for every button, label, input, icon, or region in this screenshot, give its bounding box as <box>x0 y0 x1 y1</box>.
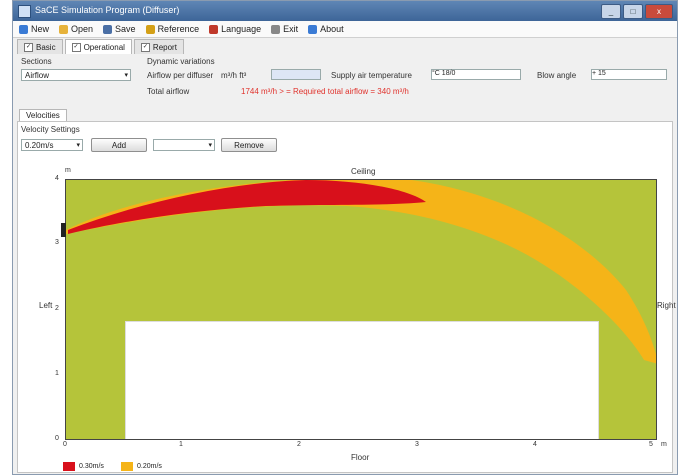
main-tabs: ✓ Basic ✓ Operational ✓ Report <box>13 39 677 54</box>
sections-label: Sections <box>21 57 52 66</box>
chevron-down-icon: ▾ <box>208 142 212 149</box>
app-window: SaCE Simulation Program (Diffuser) _ □ x… <box>12 0 678 475</box>
velocity-select-value: 0.20m/s <box>25 140 54 150</box>
legend-label: 0.20m/s <box>137 463 162 470</box>
menu-reference-label: Reference <box>157 24 200 34</box>
room-plot <box>65 179 657 440</box>
legend-item: 0.20m/s <box>121 462 162 471</box>
y-tick: 1 <box>55 370 59 377</box>
legend-item: 0.30m/s <box>63 462 104 471</box>
blow-angle-input[interactable]: + 15 <box>591 69 667 80</box>
tab-report-label: Report <box>152 42 177 52</box>
total-airflow-label: Total airflow <box>147 87 190 96</box>
velocity-zone-inner <box>68 180 426 234</box>
legend-swatch <box>63 462 75 471</box>
about-icon <box>308 24 318 34</box>
right-wall-label: Right <box>657 301 676 310</box>
airflow-curves <box>66 180 656 364</box>
chevron-down-icon: ▾ <box>124 72 128 79</box>
menu-about[interactable]: About <box>308 24 344 34</box>
x-tick: 5 <box>649 441 653 448</box>
close-button[interactable]: x <box>645 4 673 19</box>
menu-exit-label: Exit <box>283 24 299 34</box>
y-tick: 3 <box>55 239 59 246</box>
save-icon <box>103 24 113 34</box>
dynamic-variations-label: Dynamic variations <box>147 57 215 66</box>
x-unit-label: m <box>661 441 667 448</box>
menu-bar: New Open Save Reference Language Exit Ab… <box>13 21 677 38</box>
supply-temp-value: °C 18/0 <box>432 70 456 77</box>
menu-new[interactable]: New <box>19 24 49 34</box>
x-tick: 3 <box>415 441 419 448</box>
floor-label: Floor <box>351 453 370 462</box>
maximize-button[interactable]: □ <box>623 4 643 19</box>
tab-report[interactable]: ✓ Report <box>133 39 184 54</box>
language-flag-icon <box>209 24 219 34</box>
tab-velocities[interactable]: Velocities <box>19 109 67 121</box>
total-airflow-text: 1744 m³/h > = Required total airflow = 3… <box>241 87 409 96</box>
velocity-settings-label: Velocity Settings <box>21 125 80 134</box>
y-tick: 0 <box>55 435 59 442</box>
check-icon: ✓ <box>24 42 33 52</box>
tab-basic-label: Basic <box>36 42 56 52</box>
ceiling-label: Ceiling <box>351 167 376 176</box>
open-folder-icon <box>59 24 69 34</box>
x-tick: 4 <box>533 441 537 448</box>
exit-icon <box>271 24 281 34</box>
app-icon <box>18 5 31 18</box>
legend-label: 0.30m/s <box>79 463 104 470</box>
menu-new-label: New <box>31 24 50 34</box>
x-tick: 0 <box>63 441 67 448</box>
y-unit-label: m <box>65 167 71 174</box>
x-tick: 2 <box>297 441 301 448</box>
reference-icon <box>145 24 155 34</box>
left-wall-label: Left <box>39 301 53 310</box>
menu-language[interactable]: Language <box>209 24 261 34</box>
velocity-select-secondary[interactable]: ▾ <box>153 139 215 151</box>
check-icon: ✓ <box>71 42 81 52</box>
velocity-select[interactable]: 0.20m/s ▾ <box>21 139 83 151</box>
menu-open[interactable]: Open <box>59 24 93 34</box>
blow-angle-value: + 15 <box>592 70 606 77</box>
tab-operational[interactable]: ✓ Operational <box>64 39 132 54</box>
y-tick: 2 <box>55 305 59 312</box>
tab-operational-label: Operational <box>83 42 125 52</box>
y-tick: 4 <box>55 175 59 182</box>
airflow-unit: m³/h ft³ <box>221 71 247 80</box>
menu-save[interactable]: Save <box>103 24 136 34</box>
chevron-down-icon: ▾ <box>76 142 80 149</box>
menu-exit[interactable]: Exit <box>271 24 298 34</box>
supply-temp-input[interactable]: °C 18/0 <box>431 69 521 80</box>
legend-swatch <box>121 462 133 471</box>
menu-about-label: About <box>320 24 344 34</box>
occupied-zone-block <box>125 321 599 439</box>
menu-save-label: Save <box>115 24 136 34</box>
blow-angle-label: Blow angle <box>537 71 577 80</box>
minimize-button[interactable]: _ <box>601 4 621 19</box>
new-file-icon <box>19 24 28 34</box>
section-select-value: Airflow <box>25 70 50 80</box>
title-bar[interactable]: SaCE Simulation Program (Diffuser) _ □ x <box>13 1 677 21</box>
velocity-zone-outer <box>66 180 656 364</box>
check-icon: ✓ <box>140 42 150 52</box>
airflow-input[interactable] <box>271 69 321 80</box>
section-select[interactable]: Airflow ▾ <box>21 69 131 81</box>
window-title: SaCE Simulation Program (Diffuser) <box>35 5 180 15</box>
x-tick: 1 <box>179 441 183 448</box>
menu-reference[interactable]: Reference <box>145 24 200 34</box>
diffuser-marker[interactable] <box>61 223 66 237</box>
supply-temp-label: Supply air temperature <box>331 71 412 80</box>
menu-language-label: Language <box>221 24 262 34</box>
remove-button[interactable]: Remove <box>221 138 277 152</box>
tab-basic[interactable]: ✓ Basic <box>17 39 63 54</box>
menu-open-label: Open <box>71 24 94 34</box>
add-button[interactable]: Add <box>91 138 147 152</box>
airflow-label: Airflow per diffuser <box>147 71 214 80</box>
